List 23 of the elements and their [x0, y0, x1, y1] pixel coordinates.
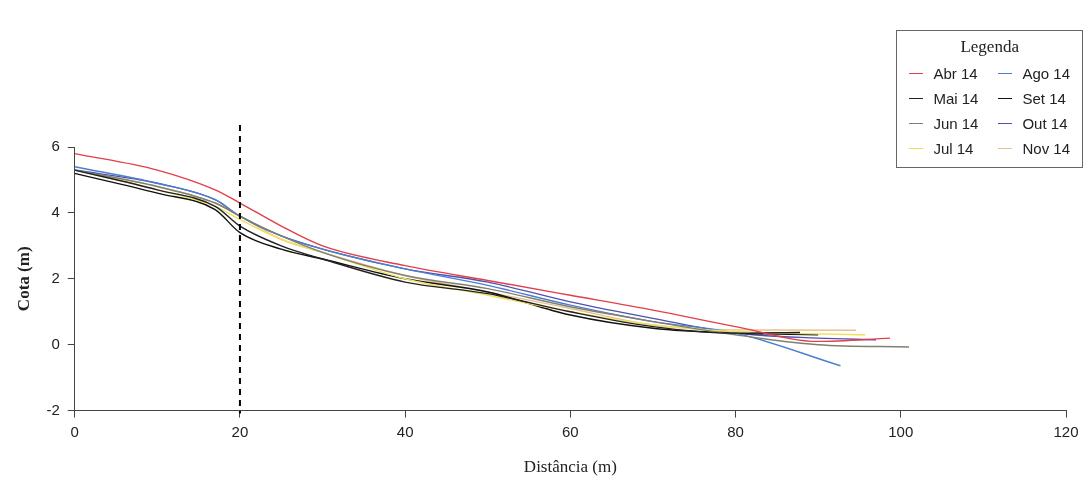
y-tick-label: 0 [51, 334, 60, 352]
legend-title: Legenda [959, 37, 1020, 57]
legend-label: Jun 14 [933, 115, 979, 132]
x-tick-label: 20 [231, 422, 249, 440]
legend-label: Set 14 [1022, 90, 1066, 107]
x-tick-label: 120 [1053, 422, 1079, 440]
legend-label: Ago 14 [1022, 65, 1070, 82]
x-axis-title: Distância (m) [523, 457, 617, 477]
x-tick-label: 80 [727, 422, 744, 440]
legend-label: Mai 14 [933, 90, 979, 107]
x-tick-label: 60 [562, 422, 579, 440]
legend-label: Nov 14 [1022, 140, 1070, 157]
x-tick-label: 40 [396, 422, 414, 440]
y-tick-label: -2 [46, 400, 60, 418]
legend-label: Jul 14 [933, 140, 974, 157]
y-tick-label: 2 [51, 268, 60, 286]
y-tick-label: 4 [51, 203, 60, 221]
y-axis-title: Cota (m) [13, 246, 33, 312]
legend-label: Abr 14 [933, 65, 978, 82]
legend-label: Out 14 [1022, 115, 1068, 132]
x-tick-label: 100 [888, 422, 914, 440]
y-tick-label: 6 [51, 137, 60, 155]
x-tick-label: 0 [70, 422, 79, 440]
